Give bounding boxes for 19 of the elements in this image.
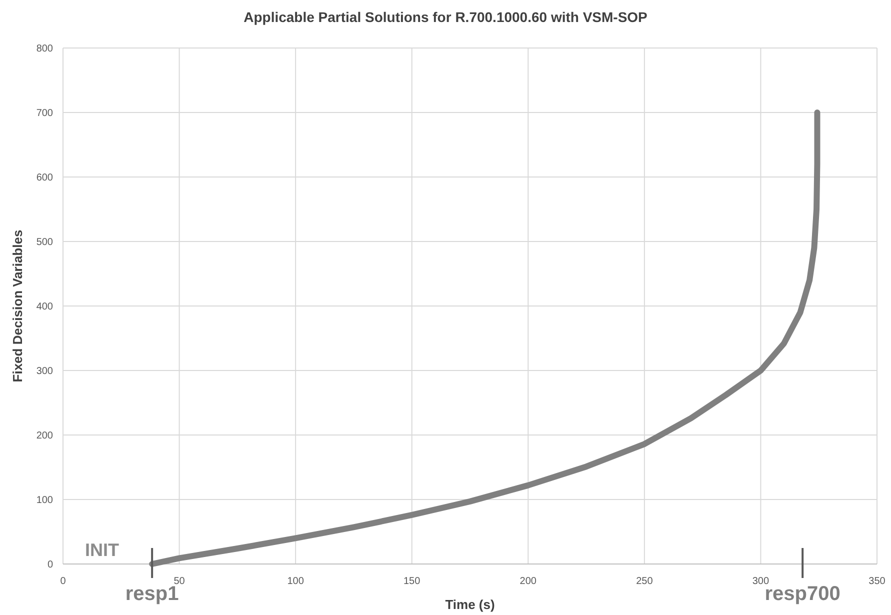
y-axis-title: Fixed Decision Variables (10, 230, 25, 382)
y-tick-label: 600 (36, 172, 54, 184)
x-tick-label: 200 (520, 576, 537, 587)
y-tick-label: 700 (36, 108, 54, 119)
x-tick-label: 350 (868, 576, 886, 587)
chart-title: Applicable Partial Solutions for R.700.1000.60 with VSM-SOP (244, 9, 648, 25)
y-tick-label: 300 (36, 366, 54, 377)
x-tick-label: 100 (287, 576, 304, 587)
x-tick-label: 250 (636, 576, 654, 587)
y-tick-label: 200 (36, 430, 54, 442)
y-tick-label: 800 (36, 44, 54, 54)
x-tick-label: 150 (404, 576, 421, 587)
x-tick-label: 0 (60, 576, 66, 587)
y-tick-label: 400 (36, 302, 54, 312)
y-tick-label: 100 (36, 495, 54, 506)
y-tick-label: 500 (36, 237, 54, 248)
y-tick-label: 0 (47, 560, 54, 570)
x-axis-title: Time (s) (445, 597, 495, 612)
annotation: INIT (85, 540, 119, 560)
